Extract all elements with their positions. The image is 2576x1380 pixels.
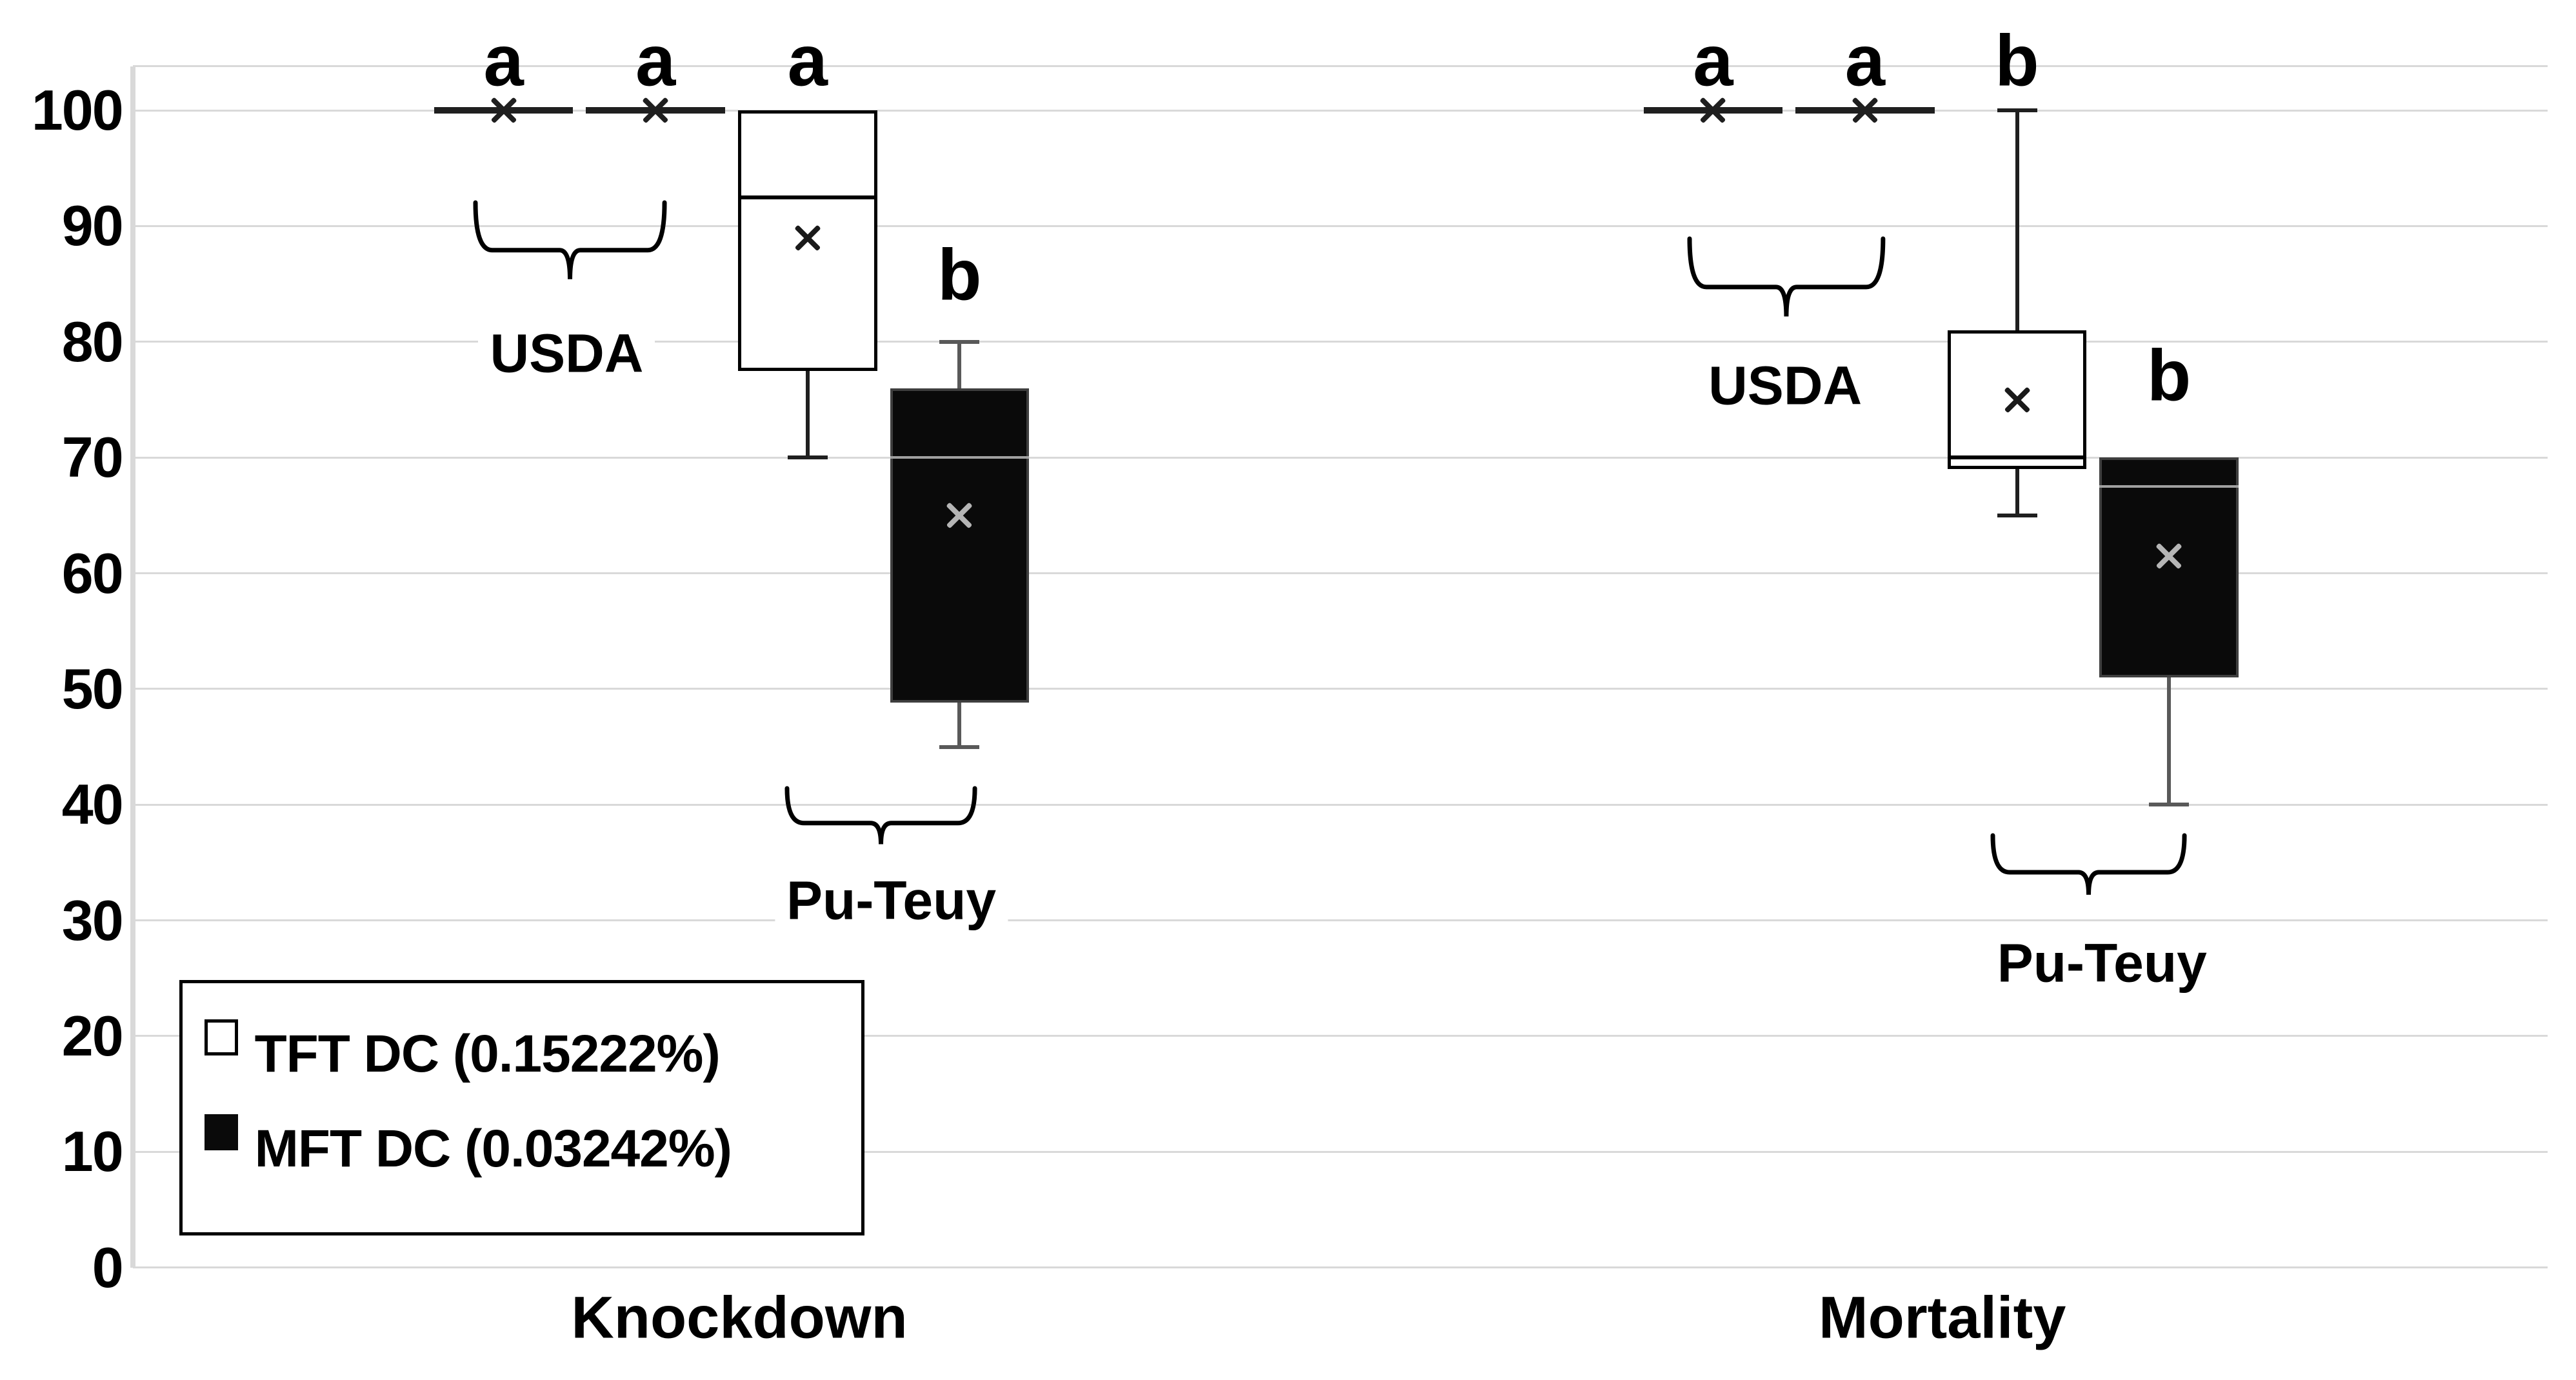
median-line: [890, 456, 1030, 459]
significance-letter: a: [1693, 20, 1733, 101]
curly-brace: [473, 200, 667, 281]
lower-whisker: [2167, 677, 2172, 805]
brace-label-usda: USDA: [478, 322, 655, 385]
y-axis-tick-label: 60: [61, 541, 124, 605]
lower-whisker-cap: [1997, 513, 2037, 517]
median-line: [1947, 455, 2087, 460]
lower-whisker: [805, 370, 810, 458]
significance-letter: a: [1844, 20, 1886, 101]
gridline: [133, 803, 2548, 806]
y-axis-tick-label: 70: [61, 425, 124, 490]
significance-letter: b: [1995, 20, 2039, 101]
curly-brace: [1687, 236, 1886, 318]
significance-letter: a: [635, 20, 676, 101]
significance-letter: b: [2146, 335, 2192, 416]
legend-item-mft: MFT DC (0.03242%): [204, 1114, 732, 1179]
brace-label-pu-teuy: Pu-Teuy: [774, 869, 1008, 932]
lower-whisker: [2015, 469, 2019, 515]
mft-black-swatch-icon: [204, 1114, 238, 1150]
gridline: [133, 572, 2548, 575]
gridline: [133, 1150, 2548, 1153]
box-black: [2099, 457, 2239, 677]
gridline: [133, 688, 2548, 690]
lower-whisker: [957, 703, 962, 747]
y-axis-tick-label: 80: [61, 309, 124, 374]
x-axis-label-knockdown: Knockdown: [571, 1285, 908, 1351]
brace-label-pu-teuy: Pu-Teuy: [1985, 932, 2219, 995]
upper-whisker: [957, 341, 962, 388]
significance-letter: a: [787, 20, 828, 101]
gridline: [133, 341, 2548, 343]
legend-item-label: MFT DC (0.03242%): [254, 1119, 732, 1178]
mean-x-marker: [2001, 384, 2033, 416]
y-axis-tick-label: 0: [92, 1235, 124, 1299]
mean-x-marker: [792, 221, 824, 254]
significance-letter: b: [937, 234, 982, 315]
x-axis-label-mortality: Mortality: [1819, 1285, 2066, 1351]
upper-whisker-cap: [1997, 108, 2037, 113]
significance-letter: a: [483, 20, 524, 101]
legend-item-label: TFT DC (0.15222%): [254, 1024, 721, 1083]
gridline: [133, 109, 2548, 112]
box-black: [890, 388, 1030, 703]
legend-item-tft: TFT DC (0.15222%): [204, 1019, 721, 1085]
gridline: [133, 919, 2548, 922]
lower-whisker-cap: [787, 455, 828, 460]
gridline: [133, 1266, 2548, 1269]
gridline: [133, 225, 2548, 227]
curly-brace: [784, 786, 977, 845]
y-axis-tick-label: 50: [61, 656, 124, 721]
curly-brace: [1990, 833, 2187, 896]
median-line: [737, 195, 877, 199]
gridline: [133, 456, 2548, 459]
y-axis-tick-label: 100: [31, 78, 124, 143]
plot-top-border: [133, 65, 2548, 68]
y-axis-tick-label: 90: [61, 194, 124, 258]
upper-whisker: [2015, 110, 2019, 330]
y-axis-tick-label: 30: [61, 888, 124, 952]
y-axis-line: [130, 66, 136, 1268]
y-axis-tick-label: 10: [61, 1119, 124, 1184]
mean-x-marker: [943, 499, 975, 532]
lower-whisker-cap: [939, 745, 980, 749]
median-line: [2099, 485, 2239, 488]
mean-x-marker: [2153, 540, 2185, 572]
lower-whisker-cap: [2149, 803, 2190, 807]
brace-label-usda: USDA: [1697, 354, 1874, 417]
upper-whisker-cap: [939, 339, 980, 344]
y-axis-tick-label: 20: [61, 1003, 124, 1068]
legend: TFT DC (0.15222%) MFT DC (0.03242%): [179, 979, 865, 1236]
tft-white-swatch-icon: [204, 1019, 238, 1055]
gridline: [133, 1035, 2548, 1037]
y-axis-tick-label: 40: [61, 772, 124, 837]
